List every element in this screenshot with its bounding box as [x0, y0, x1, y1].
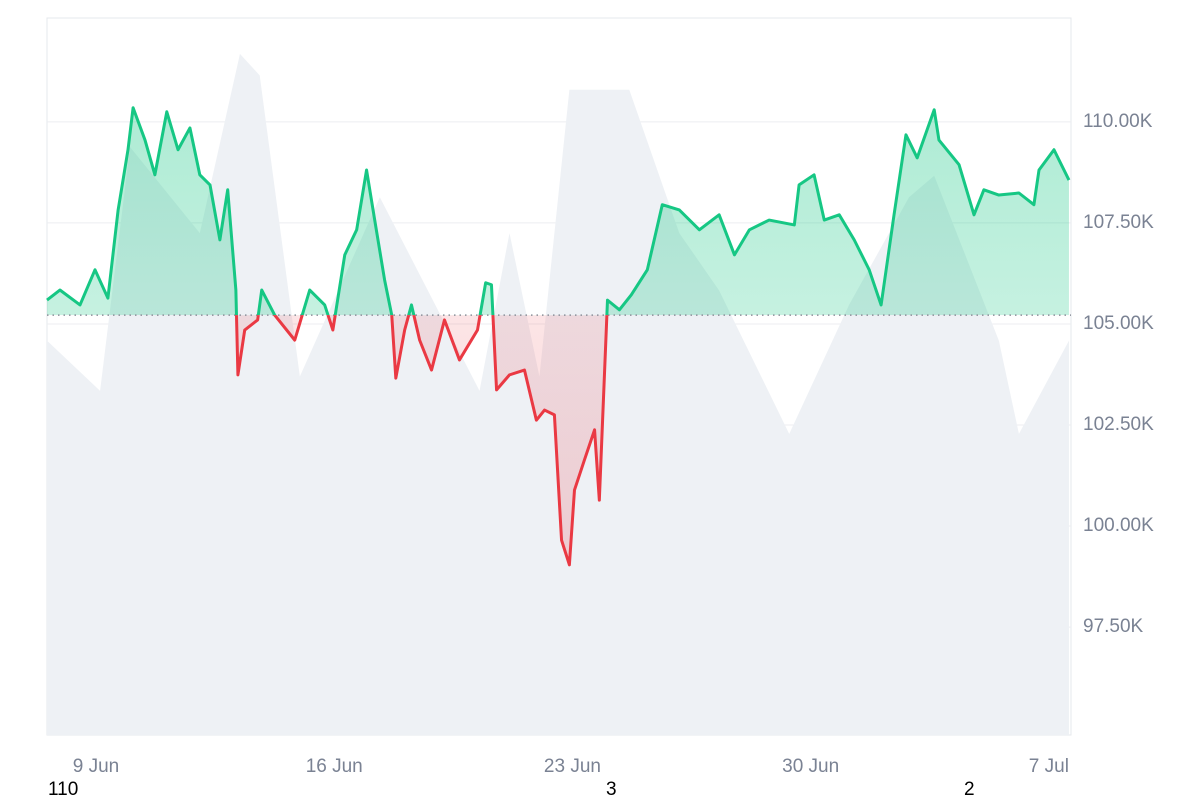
annotation: 3: [606, 779, 617, 800]
area-up: [47, 107, 1069, 316]
price-line-up: [46, 106, 1071, 316]
x-tick-label: 23 Jun: [544, 756, 601, 777]
x-tick-label: 7 Jul: [1029, 756, 1069, 777]
area-down: [47, 315, 1069, 565]
price-line-down: [234, 315, 609, 567]
y-tick-label: 110.00K: [1083, 111, 1153, 132]
y-tick-label: 100.00K: [1083, 515, 1154, 536]
y-tick-label: 105.00K: [1083, 313, 1154, 334]
annotation: 2: [964, 779, 975, 800]
y-tick-label: 97.50K: [1083, 616, 1144, 637]
x-tick-label: 16 Jun: [306, 756, 363, 777]
x-tick-label: 9 Jun: [73, 756, 119, 777]
annotation: 110: [48, 779, 78, 800]
y-tick-label: 107.50K: [1083, 212, 1154, 233]
y-tick-label: 102.50K: [1083, 414, 1154, 435]
x-tick-label: 30 Jun: [782, 756, 839, 777]
